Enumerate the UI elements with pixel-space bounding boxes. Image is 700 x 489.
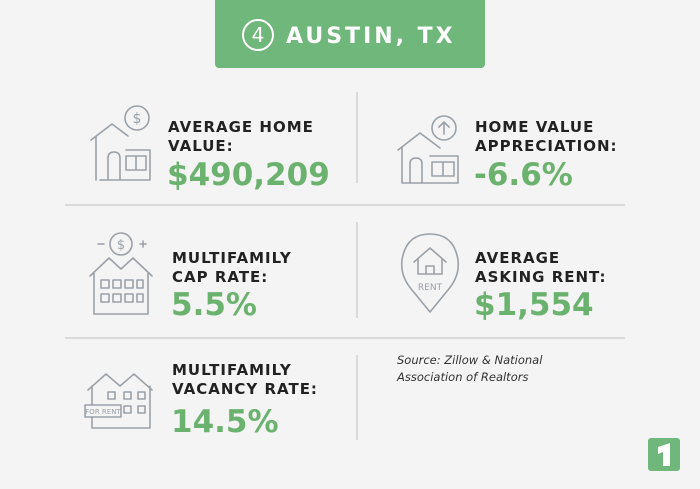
icon-glyph: $ — [117, 238, 125, 253]
icon-glyph: $ — [133, 111, 142, 127]
stat-label: ASKING RENT: — [475, 268, 606, 286]
header-number: 4 — [252, 23, 265, 47]
stat-label: CAP RATE: — [172, 268, 268, 286]
stat-label: VALUE: — [168, 137, 234, 155]
stat-label: AVERAGE HOME — [168, 118, 314, 136]
stat-value: $490,209 — [167, 157, 330, 193]
stat-value: -6.6% — [474, 157, 573, 193]
for-rent-icon — [84, 373, 153, 429]
logo-mark — [658, 443, 670, 466]
source-text: Source: Zillow & National — [397, 353, 543, 367]
multifamily-icon — [89, 232, 153, 315]
house-arrow-icon — [397, 115, 459, 184]
stat-value: $1,554 — [474, 287, 594, 323]
stat-label: HOME VALUE — [475, 118, 594, 136]
stat-label: MULTIFAMILY — [172, 249, 292, 267]
stat-label: VACANCY RATE: — [172, 380, 318, 398]
source-text: Association of Realtors — [396, 370, 528, 384]
number-circle — [242, 19, 274, 51]
stat-value: 14.5% — [171, 404, 279, 440]
stat-label: AVERAGE — [475, 249, 560, 267]
stat-label: MULTIFAMILY — [172, 361, 292, 379]
icon-label: FOR RENT — [85, 408, 121, 416]
header-box — [215, 0, 485, 68]
stat-label: APPRECIATION: — [475, 137, 618, 155]
icon-label: RENT — [418, 283, 443, 293]
stat-value: 5.5% — [171, 287, 257, 323]
house-dollar-icon — [90, 105, 151, 181]
header-title: AUSTIN, TX — [286, 24, 456, 49]
rent-pin-icon — [400, 233, 460, 313]
